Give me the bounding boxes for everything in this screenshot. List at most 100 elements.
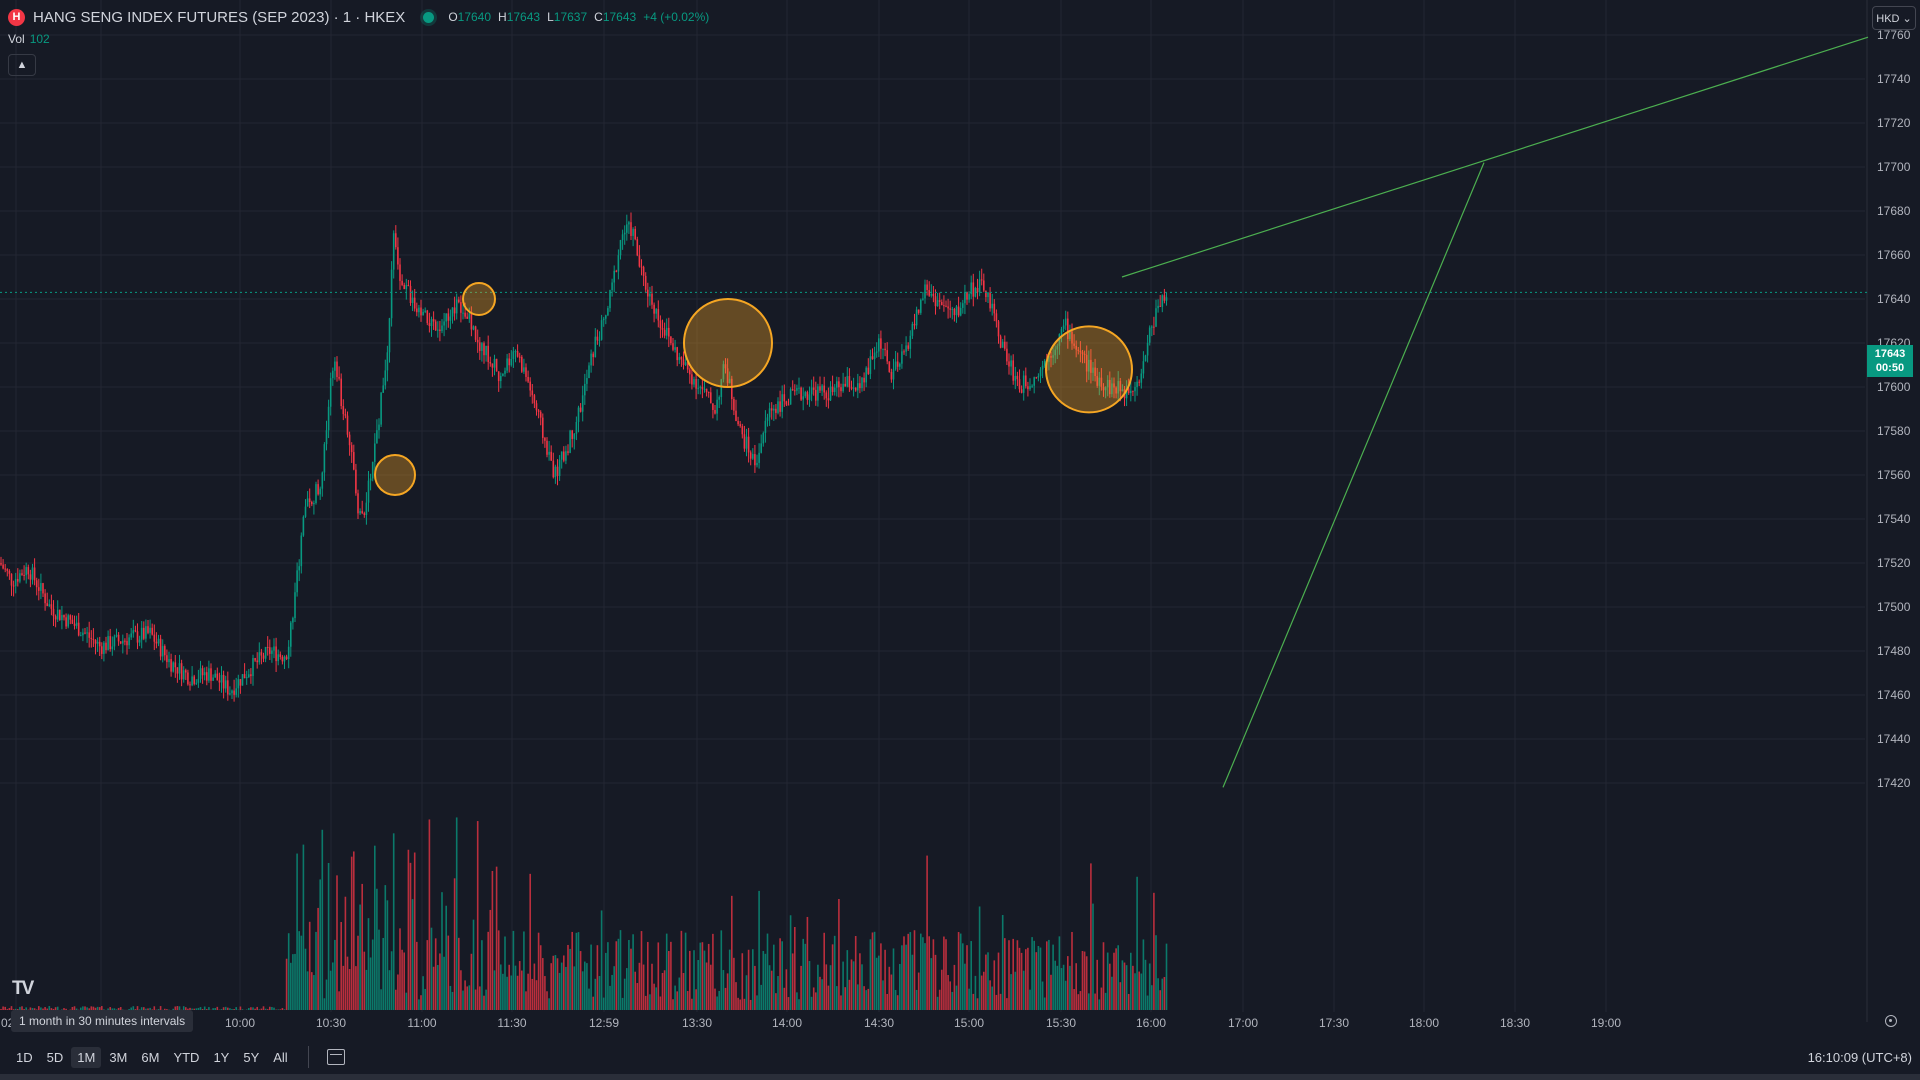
volume-bar <box>596 945 599 1010</box>
candle-body <box>647 289 649 297</box>
candle-body <box>1077 349 1080 351</box>
candle-body <box>413 297 416 309</box>
trendline[interactable] <box>1222 162 1485 788</box>
candle-body <box>899 363 901 367</box>
volume-bar <box>594 978 597 1010</box>
candle-body <box>277 654 279 662</box>
candle-body <box>317 484 319 495</box>
volume-bar <box>40 1007 42 1010</box>
volume-bar <box>298 931 300 1010</box>
chevron-up-icon[interactable]: ▲ <box>8 54 36 76</box>
volume-bar <box>130 1007 132 1010</box>
candle-body <box>353 452 355 470</box>
candle-body <box>873 352 876 360</box>
range-button-3m[interactable]: 3M <box>109 1049 128 1065</box>
volume-bar <box>31 1008 34 1010</box>
candle-body <box>325 430 328 445</box>
volume-bar <box>890 974 893 1010</box>
market-status-icon[interactable] <box>423 11 435 23</box>
volume-bar <box>537 932 540 1010</box>
time-tick-label: 18:30 <box>1500 1016 1530 1030</box>
candle-body <box>825 392 828 399</box>
volume-bar <box>777 976 779 1010</box>
candle-body <box>191 676 193 686</box>
volume-bar <box>103 1009 105 1010</box>
currency-selector[interactable]: HKD ⌄ <box>1872 6 1916 30</box>
volume-bar <box>978 906 981 1010</box>
volume-bar <box>854 936 857 1010</box>
volume-bar <box>651 963 653 1010</box>
candle-body <box>602 318 605 321</box>
range-button-5y[interactable]: 5Y <box>243 1049 260 1065</box>
candle-body <box>741 426 744 435</box>
range-button-1y[interactable]: 1Y <box>213 1049 230 1065</box>
highlight-circle[interactable] <box>683 298 773 388</box>
candle-body <box>281 656 284 662</box>
range-button-5d[interactable]: 5D <box>46 1049 64 1065</box>
bar-countdown: 00:50 <box>1875 362 1905 374</box>
volume-bar <box>187 1008 189 1010</box>
highlight-circle[interactable] <box>462 282 496 316</box>
candle-body <box>136 631 139 643</box>
candle-body <box>460 302 462 313</box>
volume-bar <box>1008 940 1010 1010</box>
highlight-circle[interactable] <box>374 454 416 496</box>
volume-bar <box>294 953 296 1010</box>
volume-bar <box>227 1007 229 1010</box>
candle-body <box>926 284 928 291</box>
volume-bar <box>1142 939 1145 1010</box>
range-button-ytd[interactable]: YTD <box>173 1049 200 1065</box>
volume-bar <box>367 918 370 1010</box>
range-button-1d[interactable]: 1D <box>16 1049 33 1065</box>
candle-body <box>665 327 668 336</box>
range-button-all[interactable]: All <box>273 1049 288 1065</box>
volume-bar <box>964 963 966 1010</box>
volume-bar <box>674 985 676 1010</box>
candle-body <box>554 466 557 478</box>
volume-bar <box>1058 936 1061 1010</box>
volume-bar <box>663 970 666 1010</box>
symbol-title[interactable]: HANG SENG INDEX FUTURES (SEP 2023) · 1 ·… <box>33 8 406 26</box>
low-label: L <box>547 10 554 24</box>
candle-body <box>1104 387 1107 391</box>
range-button-6m[interactable]: 6M <box>141 1049 160 1065</box>
volume-bar <box>269 1006 271 1010</box>
calendar-icon[interactable] <box>326 1049 345 1065</box>
candle-body <box>495 358 498 372</box>
volume-bar <box>846 950 849 1010</box>
volume-bar <box>254 1008 256 1010</box>
candle-body <box>474 326 477 340</box>
volume-bar <box>1035 952 1038 1010</box>
volume-bar <box>626 968 628 1010</box>
volume-bar <box>33 1008 36 1010</box>
highlight-circles[interactable] <box>374 282 1133 496</box>
candle-body <box>829 386 832 401</box>
trendline[interactable] <box>1121 36 1869 278</box>
candle-body <box>21 573 23 575</box>
candle-body <box>533 395 536 404</box>
candle-body <box>1098 377 1101 386</box>
volume-bar <box>250 1007 252 1010</box>
candle-body <box>313 503 315 505</box>
range-button-1m[interactable]: 1M <box>71 1046 102 1068</box>
volume-bar <box>999 993 1002 1010</box>
gear-icon[interactable] <box>1885 1015 1897 1027</box>
volume-bar <box>306 971 309 1010</box>
candle-body <box>930 293 933 296</box>
candle-body <box>980 279 983 281</box>
volume-bar <box>193 1008 195 1010</box>
candle-body <box>1039 369 1042 377</box>
volume-bar <box>972 993 975 1010</box>
volume-bar <box>302 844 305 1010</box>
clock[interactable]: 16:10:09 (UTC+8) <box>1807 1049 1912 1065</box>
close-label: C <box>594 10 603 24</box>
candle-body <box>159 638 162 657</box>
candle-body <box>865 367 867 383</box>
tradingview-logo-icon[interactable]: TV <box>12 978 34 999</box>
trendlines[interactable] <box>1121 36 1869 788</box>
volume-bar <box>852 961 855 1010</box>
candle-body <box>122 640 124 644</box>
highlight-circle[interactable] <box>1045 325 1133 414</box>
volume-bar <box>714 988 716 1010</box>
